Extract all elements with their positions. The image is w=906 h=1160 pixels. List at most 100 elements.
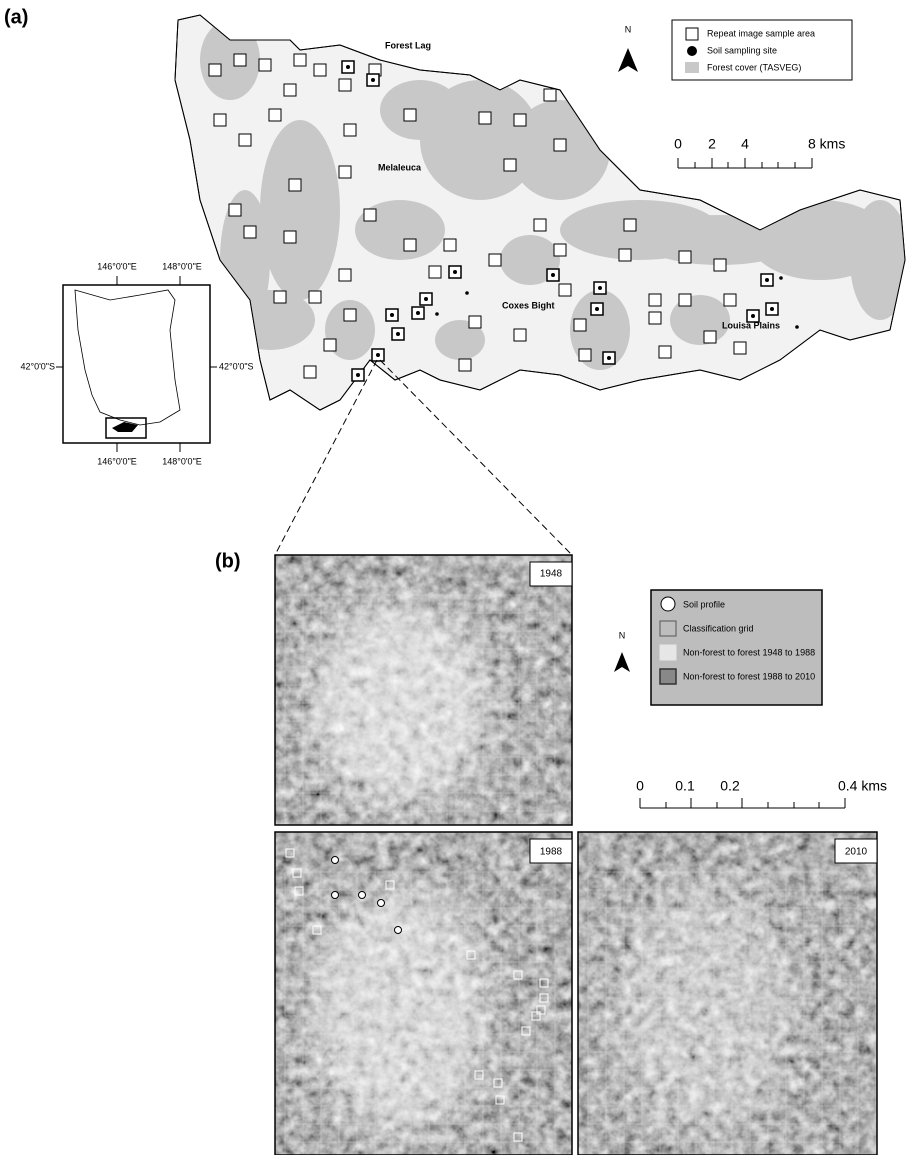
sample-square — [554, 244, 566, 256]
latitude-label: 42°0'0"S — [219, 361, 254, 371]
sample-square — [429, 266, 441, 278]
soil-site — [770, 307, 774, 311]
legend-label: Soil profile — [683, 599, 725, 609]
aerial-photo — [578, 832, 877, 1155]
soil-site — [396, 332, 400, 336]
sample-square — [714, 259, 726, 271]
legend-label: Repeat image sample area — [707, 28, 815, 38]
soil-site — [424, 297, 428, 301]
place-label: Louisa Plains — [722, 320, 780, 330]
clearing — [311, 601, 489, 806]
scale-label: 0.4 kms — [838, 778, 887, 794]
sample-square — [269, 109, 281, 121]
soil-profile — [395, 927, 402, 934]
north-label: N — [625, 24, 632, 34]
sample-square — [514, 329, 526, 341]
forest-patch — [260, 120, 340, 300]
sample-square — [734, 342, 746, 354]
soil-site — [598, 286, 602, 290]
soil-site — [390, 313, 394, 317]
latitude-label: 42°0'0"S — [20, 361, 55, 371]
sample-square — [209, 64, 221, 76]
soil-site — [453, 270, 457, 274]
sample-square — [624, 219, 636, 231]
sample-square — [214, 114, 226, 126]
sample-square — [239, 134, 251, 146]
sample-square — [514, 114, 526, 126]
sample-square — [229, 204, 241, 216]
soil-site — [595, 307, 599, 311]
sample-square — [324, 339, 336, 351]
scale-bar — [678, 158, 812, 168]
soil-site — [416, 311, 420, 315]
longitude-label: 146°0'0"E — [97, 261, 137, 271]
sample-square — [544, 89, 556, 101]
place-label: Forest Lag — [385, 40, 431, 50]
sample-square — [304, 366, 316, 378]
scale-label: 8 kms — [808, 136, 845, 152]
north-arrow: N — [614, 630, 630, 672]
sample-square — [244, 226, 256, 238]
sample-square — [284, 231, 296, 243]
sample-square — [344, 309, 356, 321]
soil-site — [779, 276, 783, 280]
longitude-label: 148°0'0"E — [162, 456, 202, 466]
sample-square — [489, 254, 501, 266]
legend-label: Soil sampling site — [707, 45, 777, 55]
panel-label: (b) — [215, 550, 241, 572]
sample-square — [724, 294, 736, 306]
scale-bar — [640, 798, 845, 808]
sample-square — [274, 291, 286, 303]
soil-site — [551, 273, 555, 277]
sample-square — [459, 359, 471, 371]
clearing — [614, 887, 793, 1132]
sample-square — [404, 239, 416, 251]
sample-square — [679, 294, 691, 306]
longitude-label: 148°0'0"E — [162, 261, 202, 271]
sample-square — [339, 269, 351, 281]
aerial-photo — [275, 555, 572, 825]
sample-square — [344, 124, 356, 136]
sample-square — [649, 294, 661, 306]
legend-label: Non-forest to forest 1948 to 1988 — [683, 647, 815, 657]
soil-site — [346, 65, 350, 69]
legend-label: Forest cover (TASVEG) — [707, 62, 801, 72]
place-label: Coxes Bight — [502, 300, 555, 310]
forest-patch — [200, 20, 260, 100]
soil-site — [795, 325, 799, 329]
soil-profile — [332, 892, 339, 899]
figure: (a) Forest Lag Melaleuca Coxes Bight Lou… — [0, 0, 906, 1155]
scale-label: 0.1 — [675, 778, 695, 794]
sample-square — [554, 139, 566, 151]
forest-patch — [380, 80, 460, 140]
sample-square — [339, 166, 351, 178]
sample-square — [659, 346, 671, 358]
legend: Soil profile Classification grid Non-for… — [651, 590, 822, 705]
soil-site — [435, 312, 439, 316]
place-label: Melaleuca — [378, 162, 422, 172]
year-label: 1948 — [540, 569, 563, 580]
sample-square — [649, 312, 661, 324]
soil-site — [376, 353, 380, 357]
sample-square — [284, 84, 296, 96]
aerial-photo — [275, 832, 572, 1155]
soil-site — [765, 278, 769, 282]
sample-square — [289, 179, 301, 191]
sample-square — [679, 251, 691, 263]
scale-label: 2 — [708, 136, 716, 152]
sample-square — [469, 316, 481, 328]
soil-profile — [359, 892, 366, 899]
sample-square — [574, 319, 586, 331]
scale-label: 0 — [674, 136, 682, 152]
sample-square — [309, 291, 321, 303]
north-label: N — [619, 630, 626, 640]
scale-label: 0 — [636, 778, 644, 794]
sample-square — [294, 54, 306, 66]
inset-map: 146°0'0"E 148°0'0"E 146°0'0"E 148°0'0"E … — [20, 261, 253, 466]
sample-square — [579, 349, 591, 361]
sample-square — [444, 239, 456, 251]
sample-square — [479, 112, 491, 124]
north-arrow: N — [618, 24, 638, 72]
soil-site — [607, 356, 611, 360]
sample-square — [339, 79, 351, 91]
